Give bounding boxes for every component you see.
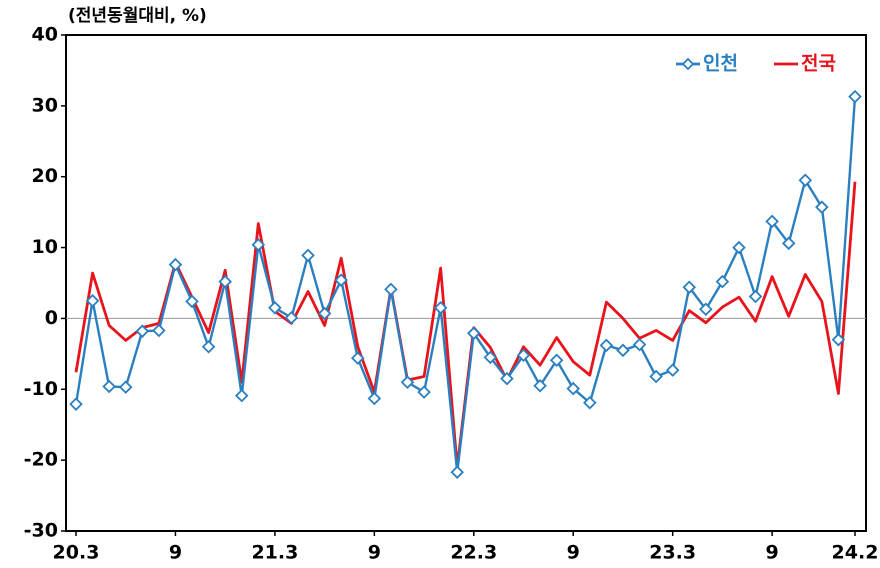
- data-point: [815, 200, 829, 214]
- data-point: [400, 375, 415, 389]
- data-point: [715, 274, 730, 289]
- data-point: [201, 339, 216, 354]
- chart-title: (전년동월대비, %): [68, 6, 207, 26]
- y-tick-label: 10: [32, 236, 58, 258]
- data-point: [699, 302, 713, 316]
- data-point: [251, 237, 266, 252]
- data-point: [516, 348, 531, 363]
- y-tick-label: -20: [24, 449, 58, 471]
- data-point: [831, 332, 846, 347]
- data-point: [334, 273, 348, 287]
- data-point: [649, 369, 663, 384]
- data-point: [118, 380, 133, 394]
- data-point: [765, 214, 779, 229]
- y-tick-label: -10: [24, 378, 58, 400]
- x-tick-label: 9: [169, 542, 182, 564]
- data-point: [185, 294, 199, 309]
- data-point: [632, 337, 647, 352]
- x-tick-label: 9: [368, 542, 381, 564]
- data-point: [417, 385, 431, 399]
- y-tick-label: 20: [32, 165, 58, 187]
- data-point: [798, 173, 813, 188]
- series-line: [74, 96, 857, 474]
- data-point: [367, 391, 382, 406]
- data-point: [549, 353, 564, 368]
- data-point: [85, 293, 100, 308]
- data-point: [317, 306, 332, 321]
- data-point: [234, 388, 249, 403]
- series-line: [74, 181, 857, 469]
- y-tick-label: -30: [24, 520, 58, 542]
- data-point: [301, 248, 315, 263]
- data-point: [218, 274, 232, 289]
- data-point: [616, 343, 630, 358]
- data-point: [500, 371, 514, 386]
- x-tick-label: 9: [567, 542, 580, 564]
- data-point: [69, 397, 83, 411]
- x-tick-label: 23.3: [649, 542, 696, 564]
- data-point: [350, 351, 365, 365]
- y-tick-label: 40: [32, 24, 58, 46]
- legend-label: 전국: [801, 53, 836, 75]
- x-tick-label: 24.2: [832, 542, 879, 564]
- data-point: [682, 280, 697, 295]
- y-tick-label: 30: [32, 94, 58, 116]
- data-point: [433, 301, 448, 315]
- data-point: [450, 465, 464, 479]
- data-point: [268, 301, 282, 315]
- data-point: [781, 236, 796, 251]
- data-point: [583, 395, 597, 410]
- data-point: [748, 289, 763, 304]
- data-point: [599, 338, 614, 353]
- x-tick-label: 9: [766, 542, 779, 564]
- data-point: [168, 257, 183, 272]
- data-point: [848, 89, 862, 104]
- legend-label: 인천: [703, 53, 738, 75]
- x-tick-label: 20.3: [53, 542, 100, 564]
- data-point: [102, 379, 116, 394]
- data-point: [533, 378, 547, 393]
- plot-frame: [65, 34, 867, 532]
- data-point: [467, 326, 481, 341]
- data-point: [566, 381, 581, 396]
- data-point: [135, 324, 150, 338]
- x-tick-label: 21.3: [251, 542, 298, 564]
- x-tick-label: 22.3: [450, 542, 497, 564]
- data-point: [732, 240, 746, 255]
- data-point: [152, 323, 166, 338]
- data-point: [384, 282, 398, 297]
- y-tick-label: 0: [45, 307, 58, 329]
- data-point: [284, 310, 299, 325]
- data-point: [665, 363, 680, 377]
- data-point: [483, 350, 498, 365]
- legend-marker: [681, 57, 695, 71]
